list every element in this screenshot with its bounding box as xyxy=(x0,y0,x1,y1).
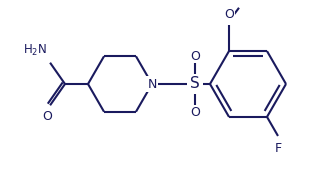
Text: N: N xyxy=(147,77,157,91)
Text: O: O xyxy=(190,105,200,118)
Text: O: O xyxy=(42,110,52,123)
Text: F: F xyxy=(274,142,282,155)
Text: S: S xyxy=(190,77,200,91)
Text: O: O xyxy=(190,49,200,63)
Text: H$_2$N: H$_2$N xyxy=(23,43,47,58)
Text: O: O xyxy=(224,8,234,21)
